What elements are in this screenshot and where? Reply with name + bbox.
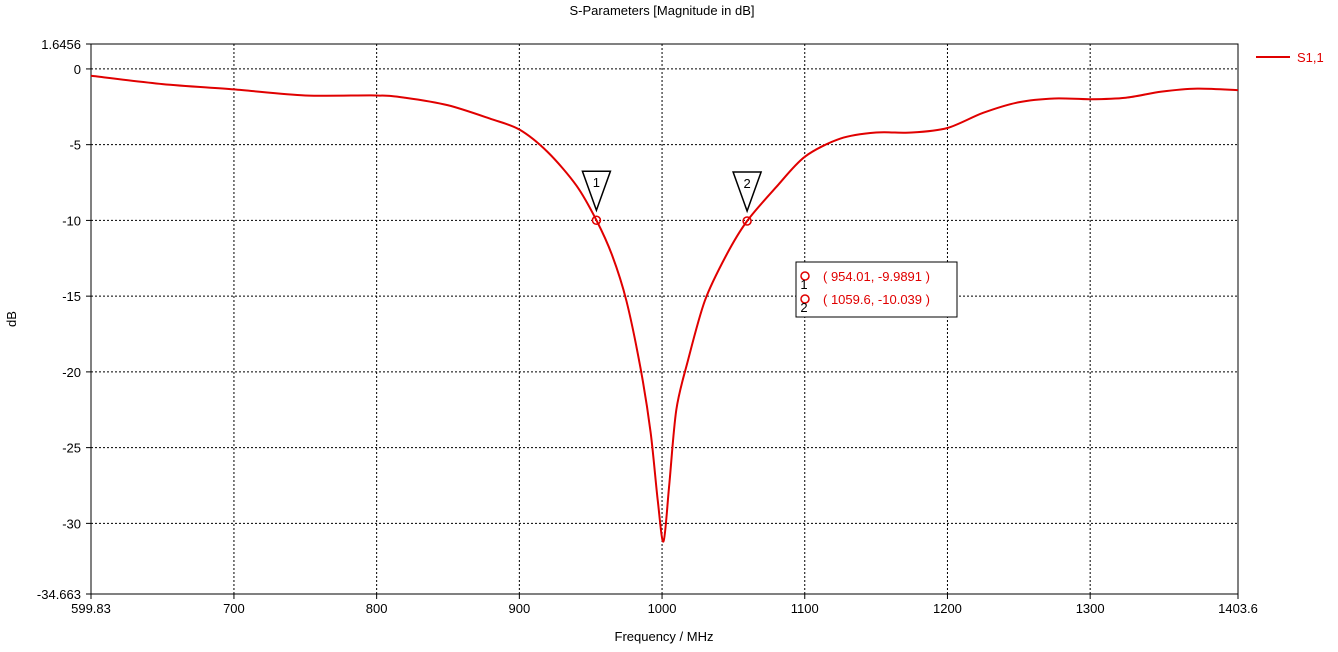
- x-tick-label: 900: [508, 601, 530, 616]
- y-axis-label: dB: [4, 311, 19, 327]
- x-tick-label: 1403.6: [1218, 601, 1258, 616]
- y-axis-ticks: 1.6456 0 -5 -10 -15 -20 -25 -30 -34.663: [37, 37, 91, 602]
- x-tick-label: 599.83: [71, 601, 111, 616]
- readout-marker-value: ( 1059.6, -10.039 ): [823, 292, 930, 307]
- readout-marker-icon: [800, 294, 810, 304]
- x-tick-label: 1200: [933, 601, 962, 616]
- readout-marker-icon: [800, 271, 810, 281]
- legend-label-s11: S1,1: [1297, 50, 1324, 65]
- series-line-s11: [90, 74, 1239, 543]
- y-tick-label: 1.6456: [41, 37, 81, 52]
- legend[interactable]: S1,1: [1256, 50, 1324, 65]
- readout-marker-value: ( 954.01, -9.9891 ): [823, 269, 930, 284]
- x-tick-label: 700: [223, 601, 245, 616]
- y-tick-label: -34.663: [37, 587, 81, 602]
- readout-marker-id: 1: [800, 277, 807, 292]
- marker-point: [742, 216, 752, 226]
- marker-readout-box[interactable]: 1 ( 954.01, -9.9891 ) 2 ( 1059.6, -10.039 ): [795, 261, 958, 318]
- series-layer: [90, 74, 1239, 543]
- y-tick-label: -30: [62, 516, 81, 531]
- marker-flag-label: 2: [743, 176, 750, 191]
- y-tick-label: 0: [74, 62, 81, 77]
- y-tick-label: -15: [62, 289, 81, 304]
- marker-point: [591, 215, 602, 225]
- y-tick-label: -20: [62, 365, 81, 380]
- grid-lines: [91, 44, 1238, 594]
- y-tick-label: -10: [62, 213, 81, 228]
- readout-marker-id: 2: [800, 300, 807, 315]
- plot-area: [90, 43, 1239, 595]
- marker-flag: [581, 170, 612, 213]
- x-axis-label: Frequency / MHz: [615, 629, 714, 644]
- x-tick-label: 800: [366, 601, 388, 616]
- y-tick-label: -5: [69, 138, 81, 153]
- chart-title: S-Parameters [Magnitude in dB]: [570, 3, 755, 18]
- marker-flag: [732, 171, 763, 214]
- y-tick-label: -25: [62, 441, 81, 456]
- x-axis-ticks: 599.83 700 800 900 1000 1100 1200 1300 1403.6: [71, 594, 1258, 616]
- x-tick-label: 1100: [791, 601, 819, 616]
- x-tick-label: 1300: [1076, 601, 1105, 616]
- marker-flag-label: 1: [593, 175, 600, 190]
- marker-readout-frame: [795, 261, 958, 318]
- x-tick-label: 1000: [648, 601, 677, 616]
